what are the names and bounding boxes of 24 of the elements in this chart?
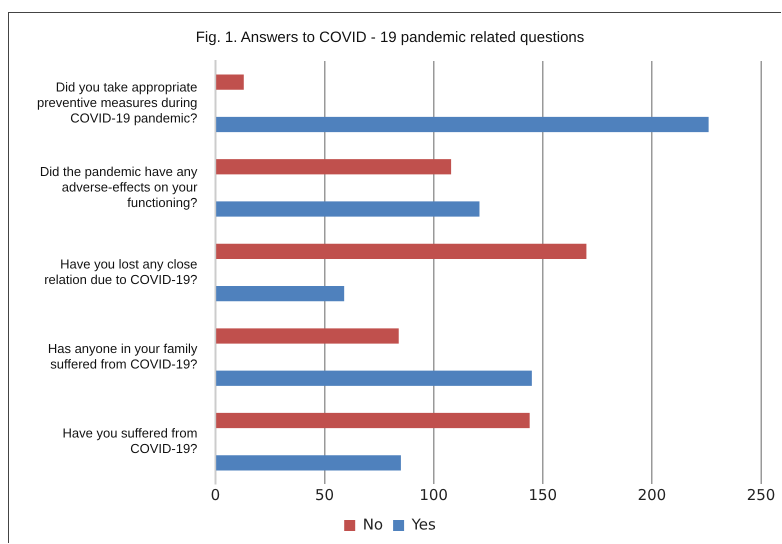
y-tick-label: Has anyone in your family suffered from COVID-19? [48,340,198,372]
bar [216,201,480,217]
x-tick-label: 150 [528,486,558,504]
x-tick-label: 250 [746,486,776,504]
legend-label: No [362,515,384,534]
bar [216,328,399,344]
x-tick-label: 50 [314,486,334,504]
bar [216,370,532,386]
bar [216,286,344,302]
y-tick-label: Did you take appropriate preventive measures during COVID-19 pandemic? [36,79,198,126]
y-tick-label: Have you suffered from COVID-19? [62,425,198,456]
bar [216,455,401,470]
bar [216,74,244,90]
chart-title: Fig. 1. Answers to COVID - 19 pandemic related questions [196,29,584,46]
bar [216,159,452,174]
bar [216,412,530,428]
bar [216,116,709,132]
x-tick-label: 200 [638,486,666,504]
y-tick-label: Have you lost any close relation due to COVID-19? [44,256,198,287]
x-tick-label: 100 [419,486,448,504]
x-tick-label: 0 [210,486,220,504]
y-tick-label: Did the pandemic have any adverse-effects on your functioning? [40,164,198,210]
bar [216,244,586,259]
legend-label: Yes [410,515,436,534]
